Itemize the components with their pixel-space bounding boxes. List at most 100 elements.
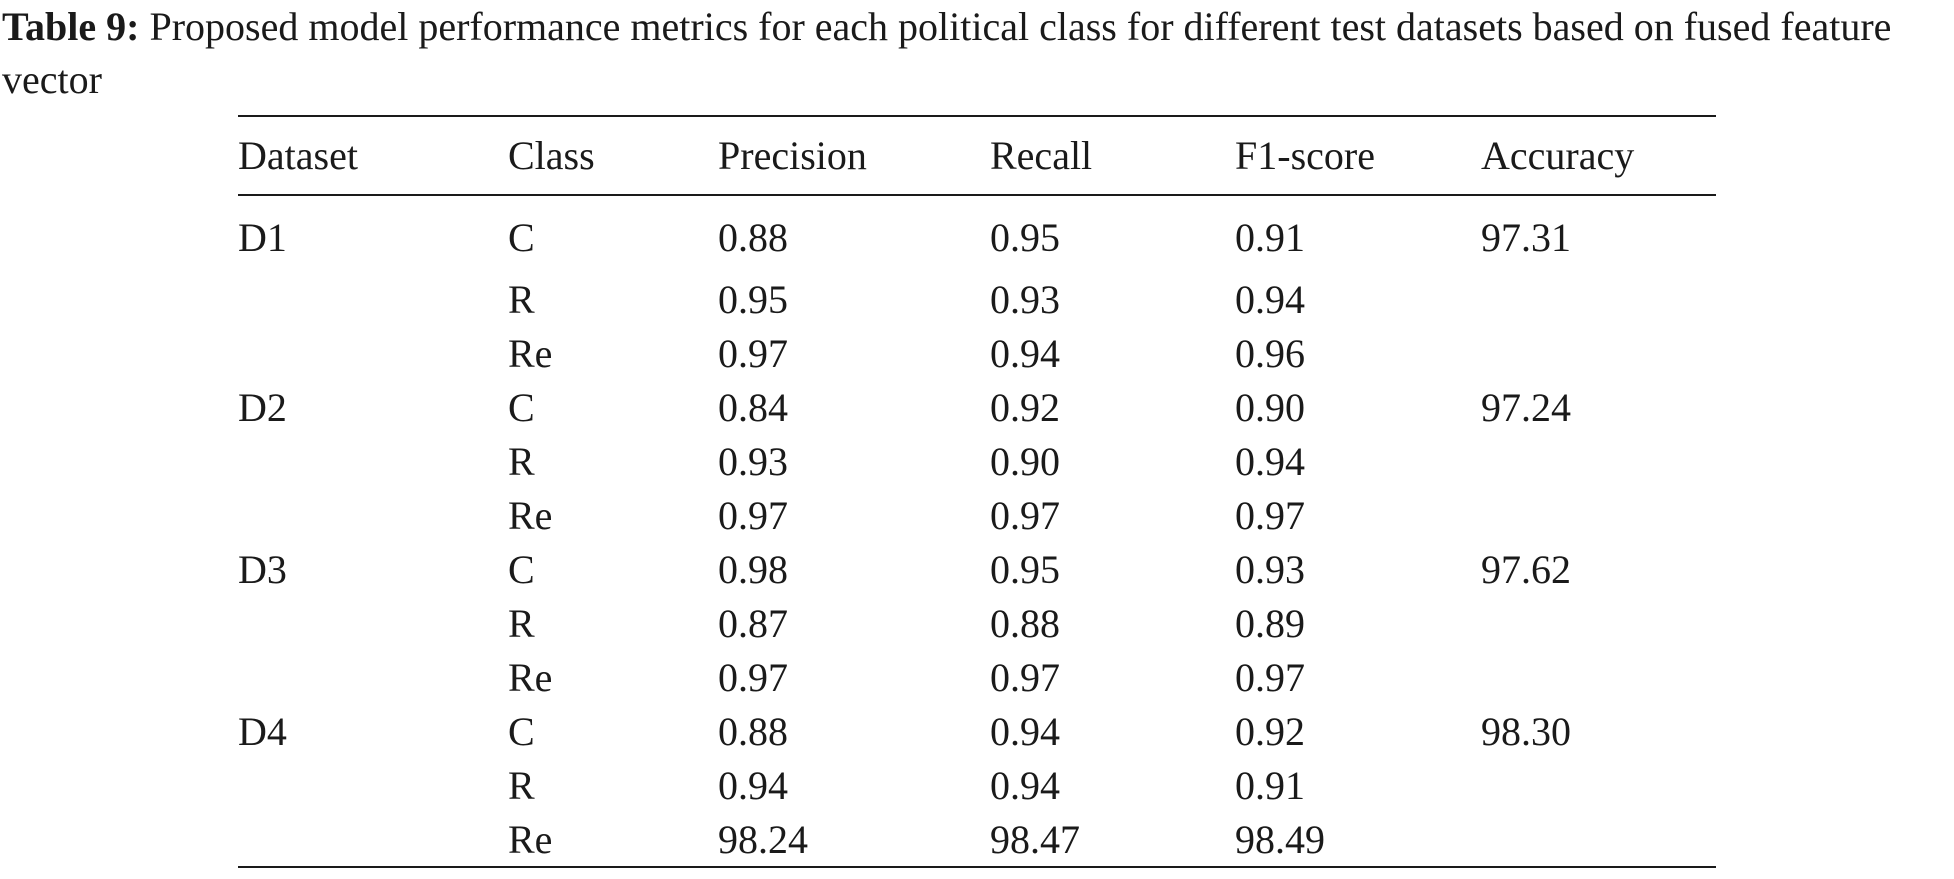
cell-dataset — [238, 596, 508, 650]
table-row: D4 C 0.88 0.94 0.92 98.30 — [238, 704, 1716, 758]
header-row: Dataset Class Precision Recall F1-score … — [238, 117, 1716, 194]
cell-accuracy — [1481, 326, 1716, 380]
cell-precision: 0.97 — [718, 492, 788, 538]
cell-class: C — [508, 546, 535, 592]
caption-text: Proposed model performance metrics for e… — [2, 4, 1892, 102]
header-recall: Recall — [990, 133, 1093, 178]
top-rule — [238, 115, 1716, 117]
header-accuracy: Accuracy — [1481, 133, 1635, 178]
cell-recall: 0.97 — [990, 654, 1060, 700]
cell-recall: 0.94 — [990, 708, 1060, 754]
cell-dataset — [238, 434, 508, 488]
table-row: Re 98.24 98.47 98.49 — [238, 812, 1716, 866]
cell-f1-score: 0.94 — [1235, 276, 1305, 322]
caption-label: Table 9: — [2, 4, 140, 49]
table-row: D1 C 0.88 0.95 0.91 97.31 — [238, 196, 1716, 272]
cell-recall: 0.94 — [990, 762, 1060, 808]
cell-class: Re — [508, 654, 553, 700]
cell-precision: 0.88 — [718, 214, 788, 260]
cell-dataset: D3 — [238, 546, 287, 592]
header-precision: Precision — [718, 133, 867, 178]
cell-f1-score: 0.94 — [1235, 438, 1305, 484]
cell-recall: 0.95 — [990, 214, 1060, 260]
cell-class: Re — [508, 492, 553, 538]
table-row: Re 0.97 0.97 0.97 — [238, 488, 1716, 542]
cell-dataset — [238, 758, 508, 812]
cell-recall: 0.95 — [990, 546, 1060, 592]
cell-precision: 0.98 — [718, 546, 788, 592]
cell-accuracy — [1481, 650, 1716, 704]
cell-accuracy — [1481, 812, 1716, 866]
cell-precision: 0.88 — [718, 708, 788, 754]
table-row: R 0.95 0.93 0.94 — [238, 272, 1716, 326]
header-rule — [238, 194, 1716, 196]
cell-accuracy — [1481, 488, 1716, 542]
cell-f1-score: 0.90 — [1235, 384, 1305, 430]
cell-class: R — [508, 438, 535, 484]
cell-recall: 0.90 — [990, 438, 1060, 484]
cell-accuracy — [1481, 596, 1716, 650]
cell-f1-score: 98.49 — [1235, 816, 1325, 862]
header-dataset: Dataset — [238, 133, 358, 178]
cell-f1-score: 0.91 — [1235, 762, 1305, 808]
cell-class: R — [508, 276, 535, 322]
table-row: R 0.93 0.90 0.94 — [238, 434, 1716, 488]
cell-f1-score: 0.89 — [1235, 600, 1305, 646]
table-row: R 0.87 0.88 0.89 — [238, 596, 1716, 650]
cell-class: R — [508, 600, 535, 646]
cell-precision: 0.95 — [718, 276, 788, 322]
metrics-table-body: D1 C 0.88 0.95 0.91 97.31 R 0.95 0.93 0.94 Re 0.97 0… — [238, 196, 1716, 866]
cell-accuracy: 97.31 — [1481, 214, 1571, 260]
cell-precision: 0.84 — [718, 384, 788, 430]
cell-dataset — [238, 272, 508, 326]
cell-dataset — [238, 650, 508, 704]
cell-recall: 0.92 — [990, 384, 1060, 430]
cell-dataset: D1 — [238, 214, 287, 260]
table-body: D1 C 0.88 0.95 0.91 97.31 R 0.95 0.93 0.94 Re 0.97 0… — [238, 196, 1716, 866]
cell-accuracy: 98.30 — [1481, 708, 1571, 754]
cell-class: Re — [508, 816, 553, 862]
cell-recall: 98.47 — [990, 816, 1080, 862]
metrics-table-container: Dataset Class Precision Recall F1-score … — [238, 115, 1716, 868]
cell-f1-score: 0.97 — [1235, 654, 1305, 700]
header-f1-score: F1-score — [1235, 133, 1375, 178]
cell-precision: 0.94 — [718, 762, 788, 808]
cell-precision: 98.24 — [718, 816, 808, 862]
bottom-rule — [238, 866, 1716, 868]
cell-dataset — [238, 488, 508, 542]
cell-accuracy — [1481, 434, 1716, 488]
table-row: R 0.94 0.94 0.91 — [238, 758, 1716, 812]
cell-accuracy: 97.24 — [1481, 384, 1571, 430]
cell-dataset: D2 — [238, 384, 287, 430]
table-row: Re 0.97 0.97 0.97 — [238, 650, 1716, 704]
cell-class: R — [508, 762, 535, 808]
table-caption: Table 9: Proposed model performance metr… — [2, 0, 1952, 106]
cell-dataset — [238, 326, 508, 380]
metrics-table: Dataset Class Precision Recall F1-score … — [238, 117, 1716, 194]
table-row: D3 C 0.98 0.95 0.93 97.62 — [238, 542, 1716, 596]
cell-class: Re — [508, 330, 553, 376]
cell-precision: 0.87 — [718, 600, 788, 646]
cell-f1-score: 0.96 — [1235, 330, 1305, 376]
cell-accuracy: 97.62 — [1481, 546, 1571, 592]
cell-recall: 0.93 — [990, 276, 1060, 322]
cell-class: C — [508, 708, 535, 754]
cell-f1-score: 0.91 — [1235, 214, 1305, 260]
cell-dataset: D4 — [238, 708, 287, 754]
cell-precision: 0.97 — [718, 330, 788, 376]
cell-f1-score: 0.97 — [1235, 492, 1305, 538]
cell-accuracy — [1481, 758, 1716, 812]
cell-class: C — [508, 214, 535, 260]
table-row: D2 C 0.84 0.92 0.90 97.24 — [238, 380, 1716, 434]
cell-recall: 0.88 — [990, 600, 1060, 646]
cell-f1-score: 0.93 — [1235, 546, 1305, 592]
cell-recall: 0.97 — [990, 492, 1060, 538]
cell-dataset — [238, 812, 508, 866]
cell-recall: 0.94 — [990, 330, 1060, 376]
cell-f1-score: 0.92 — [1235, 708, 1305, 754]
cell-precision: 0.97 — [718, 654, 788, 700]
table-row: Re 0.97 0.94 0.96 — [238, 326, 1716, 380]
cell-class: C — [508, 384, 535, 430]
cell-precision: 0.93 — [718, 438, 788, 484]
cell-accuracy — [1481, 272, 1716, 326]
